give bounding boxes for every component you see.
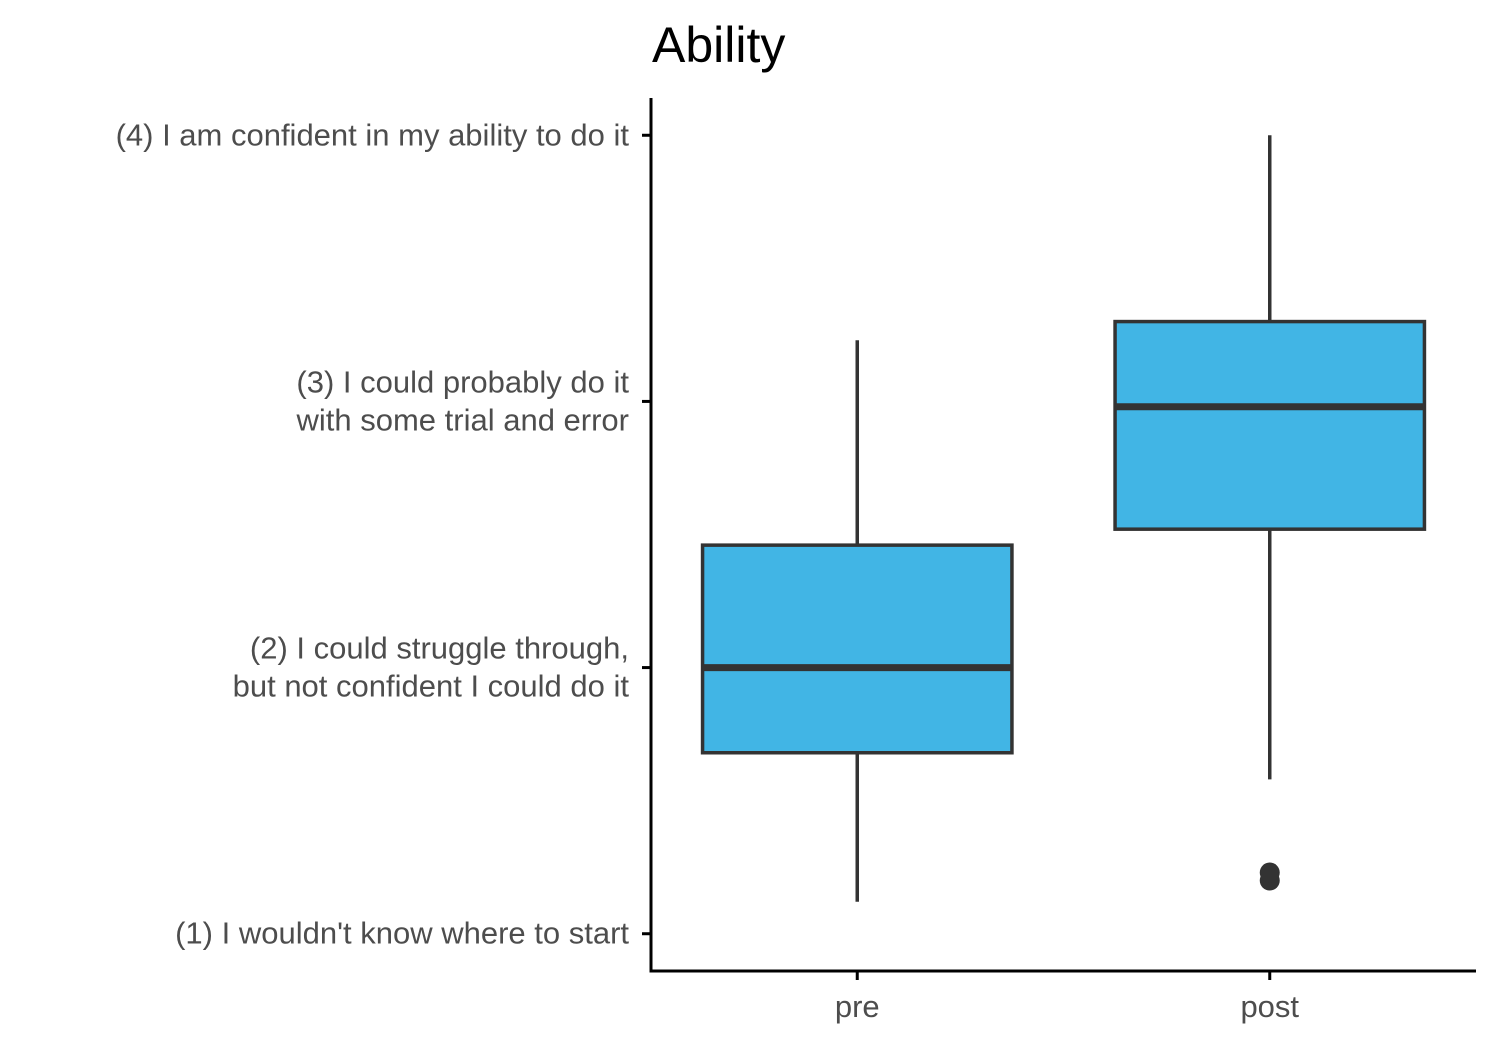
iqr-box [1113, 319, 1427, 531]
box-pre [700, 340, 1014, 902]
y-tick-label-line: (3) I could probably do it [296, 364, 629, 399]
iqr-box [700, 543, 1014, 755]
y-tick-label-line: but not confident I could do it [233, 669, 630, 704]
y-tick-label-line: with some trial and error [295, 402, 629, 437]
y-tick-label: (1) I wouldn't know where to start [175, 916, 629, 951]
y-tick-label: (2) I could struggle through, but not con… [233, 631, 630, 704]
chart-title: Ability [652, 17, 785, 73]
box-post [1113, 135, 1427, 891]
y-axis: (1) I wouldn't know where to start (2) I … [116, 98, 653, 973]
y-tick-label: (4) I am confident in my ability to do i… [116, 117, 630, 152]
box-series [700, 135, 1427, 902]
y-tick-label-line: (2) I could struggle through, [250, 631, 629, 666]
y-tick-label-line: (4) I am confident in my ability to do i… [116, 117, 630, 152]
y-tick-label-line: (1) I wouldn't know where to start [175, 916, 629, 951]
outlier-point [1259, 862, 1280, 883]
x-axis: pre post [649, 969, 1476, 1024]
x-tick-label: pre [835, 989, 880, 1024]
x-tick-label: post [1240, 989, 1299, 1024]
y-tick-label: (3) I could probably do it with some tria… [295, 364, 629, 437]
